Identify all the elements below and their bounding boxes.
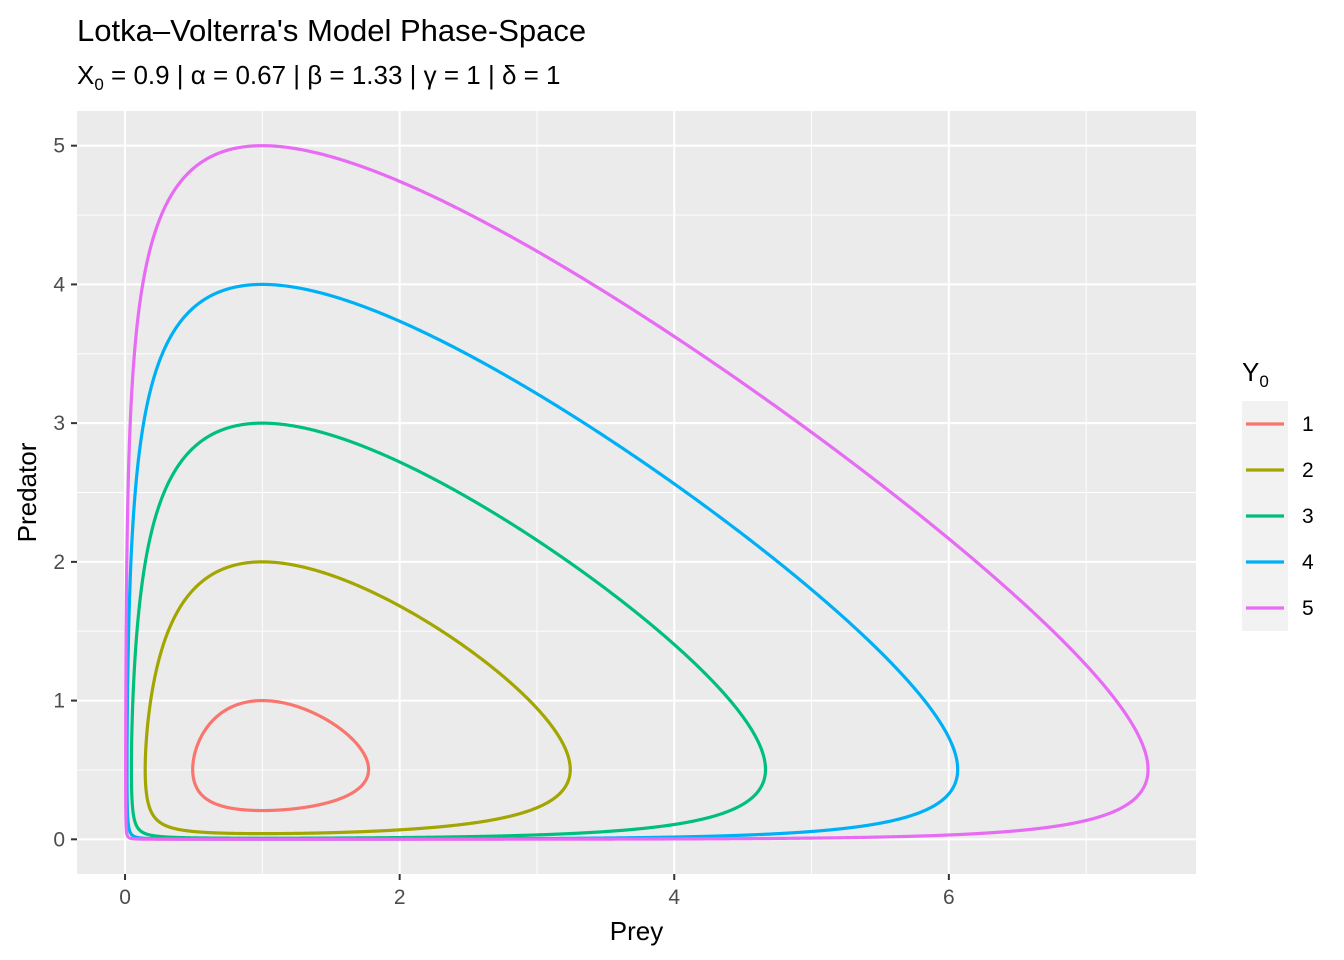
- subtitle-part-1: 0: [94, 75, 103, 94]
- legend-label-5: 5: [1302, 597, 1314, 620]
- y-tick-label: 2: [53, 551, 65, 574]
- y-tick-label: 0: [53, 828, 65, 851]
- subtitle-part-2: = 0.9 | α = 0.67 | β = 1.33 | γ = 1 | δ …: [104, 60, 561, 90]
- legend: Y0 1 2 3 4 5: [1242, 357, 1314, 631]
- y-tick-label: 1: [53, 690, 65, 713]
- y-tick-label: 5: [53, 135, 65, 158]
- subtitle-part-0: X: [77, 60, 94, 90]
- legend-title-sub: 0: [1259, 372, 1268, 391]
- x-tick-label: 0: [119, 886, 131, 909]
- x-tick-label: 2: [394, 886, 406, 909]
- y-tick-label: 3: [53, 412, 65, 435]
- y-axis: 0 1 2 3 4 5: [53, 135, 77, 851]
- x-tick-label: 4: [668, 886, 680, 909]
- series-line-2: [143, 560, 572, 836]
- x-axis-title: Prey: [610, 916, 663, 946]
- legend-label-1: 1: [1302, 413, 1314, 436]
- y-axis-title: Predator: [12, 442, 42, 542]
- legend-label-2: 2: [1302, 459, 1314, 482]
- x-tick-label: 6: [943, 886, 955, 909]
- legend-label-4: 4: [1302, 551, 1314, 574]
- series-line-5: [124, 144, 1150, 841]
- y-tick-label: 4: [53, 273, 65, 296]
- legend-items: 1 2 3 4 5: [1246, 413, 1314, 620]
- series-line-1: [191, 698, 371, 813]
- x-axis: 0 2 4 6: [119, 874, 955, 909]
- legend-title-main: Y: [1242, 357, 1259, 387]
- legend-label-3: 3: [1302, 505, 1314, 528]
- minor-grid: [77, 111, 1196, 874]
- chart-subtitle: X0 = 0.9 | α = 0.67 | β = 1.33 | γ = 1 |…: [77, 60, 561, 94]
- legend-title: Y0: [1242, 357, 1269, 391]
- series-lines: [124, 144, 1150, 841]
- chart-title: Lotka–Volterra's Model Phase-Space: [77, 13, 586, 48]
